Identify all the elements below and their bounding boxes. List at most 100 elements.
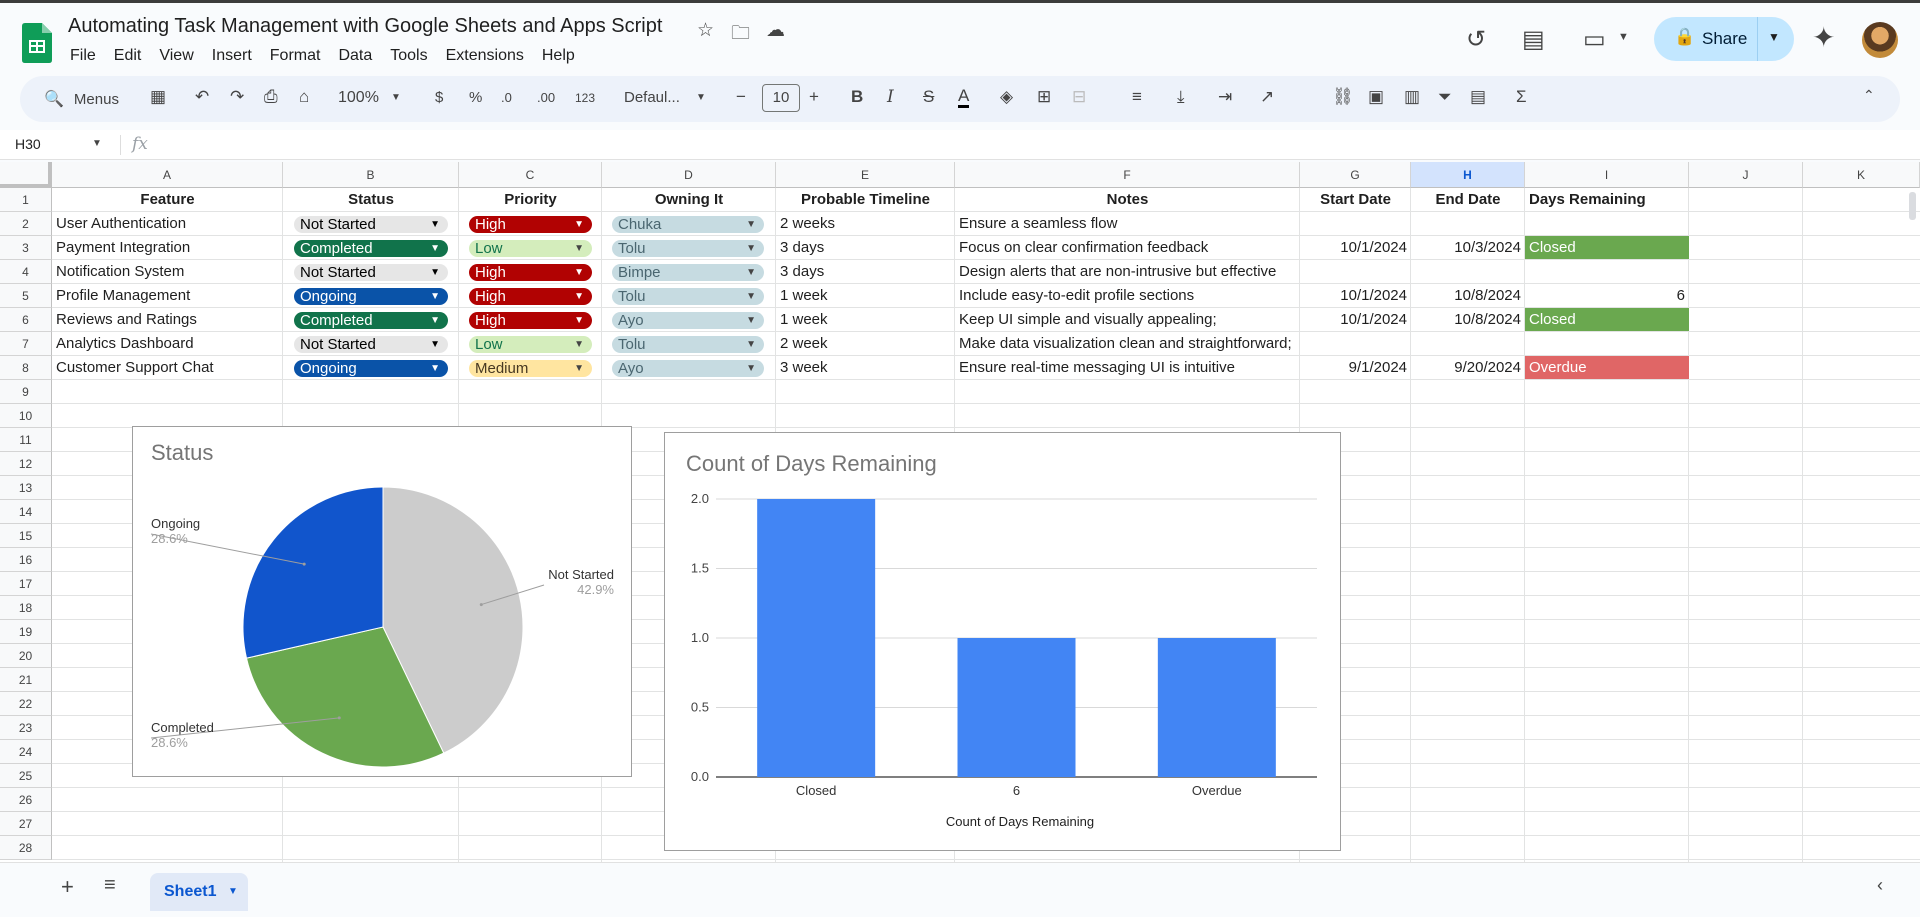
row-header-27[interactable]: 27 [0, 812, 52, 836]
owner-chip[interactable]: Ayo ▼ [612, 312, 764, 329]
chip-dropdown-icon[interactable]: ▼ [574, 315, 584, 326]
timeline-cell[interactable]: 3 week [780, 359, 828, 376]
chip-dropdown-icon[interactable]: ▼ [574, 243, 584, 254]
row-header-19[interactable]: 19 [0, 620, 52, 644]
feature-cell[interactable]: Customer Support Chat [56, 359, 214, 376]
row-header-24[interactable]: 24 [0, 740, 52, 764]
insert-chart-icon[interactable]: ▥ [1404, 87, 1421, 106]
days-remaining-cell[interactable] [1525, 332, 1689, 356]
chip-dropdown-icon[interactable]: ▼ [746, 315, 756, 326]
chip-dropdown-icon[interactable]: ▼ [430, 315, 440, 326]
header-cell[interactable]: Start Date [1320, 191, 1391, 208]
row-header-11[interactable]: 11 [0, 428, 52, 452]
redo-icon[interactable]: ↷ [230, 87, 245, 106]
more-formats-button[interactable]: 123 [575, 91, 596, 105]
document-title[interactable]: Automating Task Management with Google S… [68, 15, 663, 37]
name-box[interactable]: H30 [15, 136, 41, 152]
header-cell[interactable]: Priority [504, 191, 557, 208]
notes-cell[interactable]: Keep UI simple and visually appealing; [959, 311, 1217, 328]
column-header-f[interactable]: F [955, 162, 1300, 188]
collapse-toolbar-icon[interactable]: ⌃ [1863, 87, 1875, 103]
move-folder-icon[interactable]: 🗀 [731, 23, 751, 44]
timeline-cell[interactable]: 3 days [780, 239, 825, 256]
days-remaining-cell[interactable]: 6 [1676, 287, 1685, 304]
menu-view[interactable]: View [159, 47, 194, 64]
chip-dropdown-icon[interactable]: ▼ [574, 219, 584, 230]
share-button[interactable]: 🔒 Share ▼ [1654, 17, 1794, 61]
feature-cell[interactable]: Notification System [56, 263, 185, 280]
row-header-14[interactable]: 14 [0, 500, 52, 524]
days-remaining-cell[interactable]: Closed [1525, 308, 1689, 331]
row-header-22[interactable]: 22 [0, 692, 52, 716]
owner-chip[interactable]: Chuka ▼ [612, 216, 764, 233]
menu-help[interactable]: Help [541, 47, 575, 64]
start-date-cell[interactable] [1300, 212, 1411, 236]
notes-cell[interactable]: Design alerts that are non-intrusive but… [959, 263, 1277, 280]
insert-comment-icon[interactable]: ▣ [1368, 87, 1385, 106]
row-header-8[interactable]: 8 [0, 356, 52, 380]
sheet-tab-dropdown-icon[interactable]: ▼ [228, 886, 238, 897]
priority-chip[interactable]: Medium ▼ [469, 360, 592, 377]
status-chip[interactable]: Completed ▼ [294, 240, 448, 257]
header-cell[interactable]: End Date [1435, 191, 1501, 208]
owner-chip[interactable]: Bimpe ▼ [612, 264, 764, 281]
column-header-d[interactable]: D [602, 162, 776, 188]
start-date-cell[interactable]: 9/1/2024 [1348, 359, 1407, 376]
feature-cell[interactable]: Reviews and Ratings [56, 311, 197, 328]
horizontal-align-icon[interactable]: ≡ [1132, 87, 1142, 106]
row-header-2[interactable]: 2 [0, 212, 52, 236]
column-header-h[interactable]: H [1411, 162, 1525, 188]
timeline-cell[interactable]: 2 week [780, 335, 828, 352]
start-date-cell[interactable]: 10/1/2024 [1340, 239, 1407, 256]
row-header-5[interactable]: 5 [0, 284, 52, 308]
status-pie-chart[interactable]: Status Not Started 42.9% Completed 28.6% Ong… [132, 426, 632, 777]
end-date-cell[interactable] [1411, 332, 1525, 356]
priority-chip[interactable]: High ▼ [469, 264, 592, 281]
notes-cell[interactable]: Focus on clear confirmation feedback [959, 239, 1209, 256]
insert-link-icon[interactable]: ⛓ [1332, 87, 1354, 106]
increase-font-size-icon[interactable]: + [809, 87, 819, 106]
priority-chip[interactable]: High ▼ [469, 288, 592, 305]
bar-overdue[interactable] [1157, 638, 1276, 777]
column-header-b[interactable]: B [283, 162, 459, 188]
owner-chip[interactable]: Tolu ▼ [612, 240, 764, 257]
vertical-scrollbar[interactable] [1909, 192, 1916, 220]
percent-format-button[interactable]: % [469, 89, 483, 106]
row-header-21[interactable]: 21 [0, 668, 52, 692]
end-date-cell[interactable]: 10/8/2024 [1454, 311, 1521, 328]
notes-cell[interactable]: Make data visualization clean and straig… [959, 335, 1292, 352]
undo-icon[interactable]: ↶ [195, 87, 210, 106]
status-chip[interactable]: Ongoing ▼ [294, 360, 448, 377]
status-chip[interactable]: Not Started ▼ [294, 216, 448, 233]
priority-chip[interactable]: High ▼ [469, 216, 592, 233]
timeline-cell[interactable]: 3 days [780, 263, 825, 280]
column-header-g[interactable]: G [1300, 162, 1411, 188]
row-header-18[interactable]: 18 [0, 596, 52, 620]
decrease-decimal-button[interactable]: .0 [501, 90, 512, 105]
avatar[interactable] [1862, 22, 1898, 58]
chip-dropdown-icon[interactable]: ▼ [574, 363, 584, 374]
chip-dropdown-icon[interactable]: ▼ [746, 219, 756, 230]
status-chip[interactable]: Not Started ▼ [294, 336, 448, 353]
status-chip[interactable]: Ongoing ▼ [294, 288, 448, 305]
chip-dropdown-icon[interactable]: ▼ [430, 339, 440, 350]
row-header-13[interactable]: 13 [0, 476, 52, 500]
owner-chip[interactable]: Ayo ▼ [612, 360, 764, 377]
row-header-6[interactable]: 6 [0, 308, 52, 332]
end-date-cell[interactable] [1411, 212, 1525, 236]
sheets-logo-icon[interactable] [22, 23, 52, 63]
column-header-a[interactable]: A [52, 162, 283, 188]
header-cell[interactable]: Probable Timeline [801, 191, 930, 208]
chip-dropdown-icon[interactable]: ▼ [430, 291, 440, 302]
gemini-icon[interactable]: ✦ [1812, 22, 1836, 53]
chip-dropdown-icon[interactable]: ▼ [746, 267, 756, 278]
days-remaining-bar-chart[interactable]: Count of Days Remaining 0.0 0.5 1.0 1.5 2.0 C… [664, 432, 1341, 851]
row-header-4[interactable]: 4 [0, 260, 52, 284]
row-header-10[interactable]: 10 [0, 404, 52, 428]
all-sheets-icon[interactable]: ≡ [104, 874, 116, 896]
merge-cells-icon[interactable]: ⊟ [1072, 87, 1087, 106]
paint-format-icon[interactable]: ⌂ [299, 87, 310, 106]
chip-dropdown-icon[interactable]: ▼ [574, 291, 584, 302]
column-header-e[interactable]: E [776, 162, 955, 188]
